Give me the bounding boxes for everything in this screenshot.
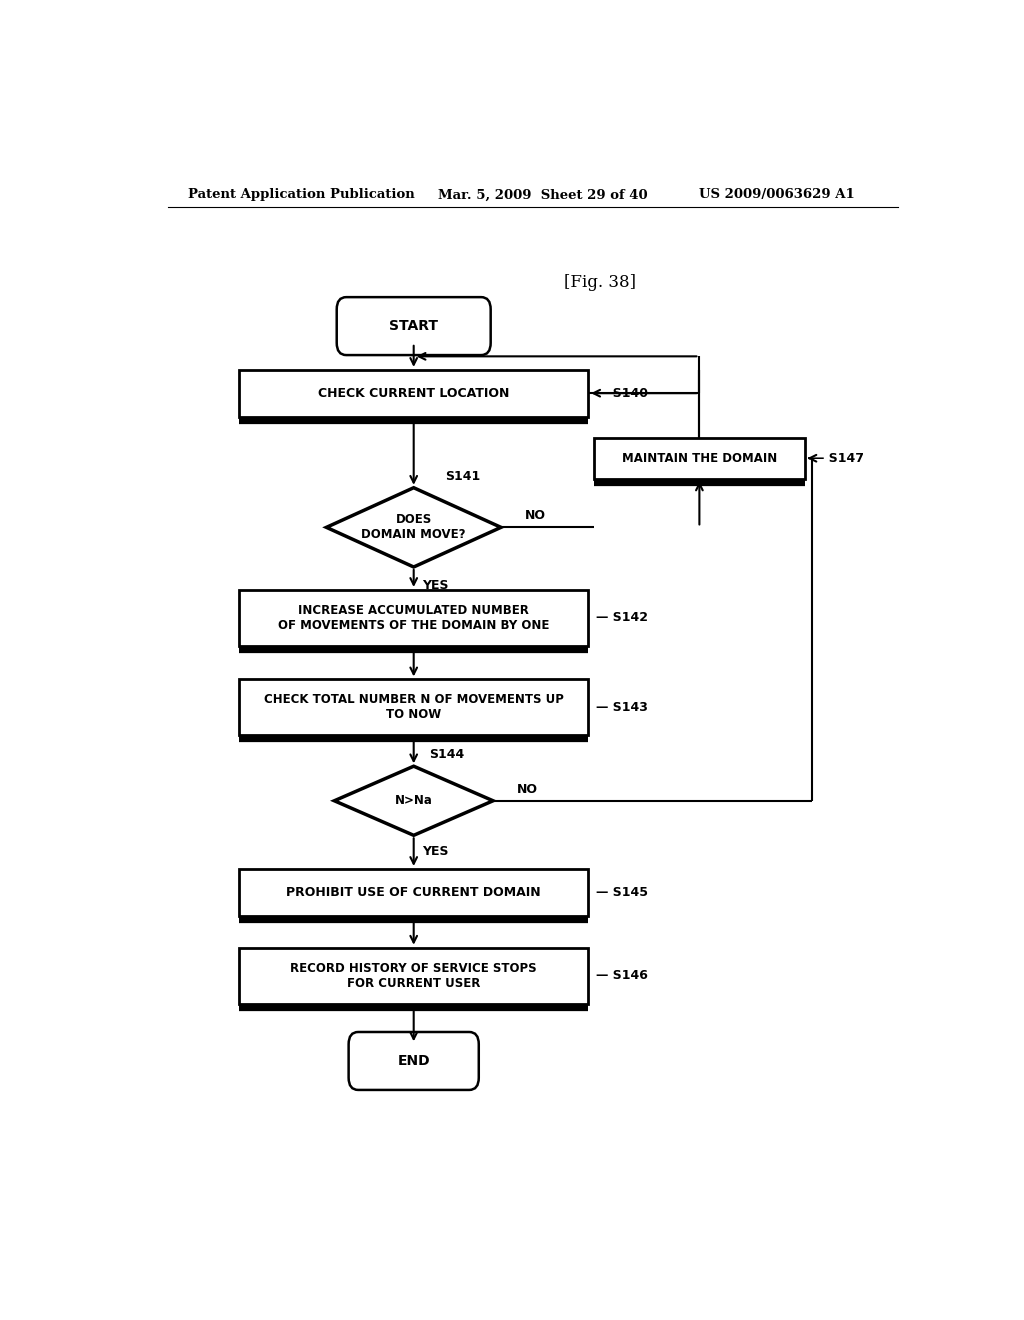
Text: INCREASE ACCUMULATED NUMBER
OF MOVEMENTS OF THE DOMAIN BY ONE: INCREASE ACCUMULATED NUMBER OF MOVEMENTS… — [278, 603, 550, 632]
FancyBboxPatch shape — [239, 590, 588, 645]
Text: N>Na: N>Na — [395, 795, 432, 808]
Text: CHECK CURRENT LOCATION: CHECK CURRENT LOCATION — [318, 387, 509, 400]
Text: END: END — [397, 1053, 430, 1068]
Text: YES: YES — [422, 579, 449, 593]
Text: — S147: — S147 — [812, 451, 864, 465]
Text: US 2009/0063629 A1: US 2009/0063629 A1 — [699, 189, 855, 202]
Text: NO: NO — [517, 783, 538, 796]
Text: MAINTAIN THE DOMAIN: MAINTAIN THE DOMAIN — [622, 451, 777, 465]
Text: S141: S141 — [445, 470, 480, 483]
FancyBboxPatch shape — [239, 680, 588, 735]
Text: — S142: — S142 — [596, 611, 648, 624]
Text: DOES
DOMAIN MOVE?: DOES DOMAIN MOVE? — [361, 513, 466, 541]
FancyBboxPatch shape — [348, 1032, 479, 1090]
Text: YES: YES — [422, 846, 449, 858]
Text: [Fig. 38]: [Fig. 38] — [564, 275, 636, 290]
Text: Mar. 5, 2009  Sheet 29 of 40: Mar. 5, 2009 Sheet 29 of 40 — [437, 189, 647, 202]
FancyBboxPatch shape — [239, 370, 588, 417]
FancyBboxPatch shape — [337, 297, 490, 355]
Text: S144: S144 — [430, 748, 465, 762]
Text: PROHIBIT USE OF CURRENT DOMAIN: PROHIBIT USE OF CURRENT DOMAIN — [287, 886, 541, 899]
Text: START: START — [389, 319, 438, 333]
Text: — S140: — S140 — [596, 387, 648, 400]
Text: Patent Application Publication: Patent Application Publication — [187, 189, 415, 202]
Text: — S146: — S146 — [596, 969, 648, 982]
Text: — S145: — S145 — [596, 886, 648, 899]
FancyBboxPatch shape — [239, 948, 588, 1003]
Polygon shape — [334, 766, 494, 836]
FancyBboxPatch shape — [239, 869, 588, 916]
Text: NO: NO — [524, 510, 546, 523]
Text: CHECK TOTAL NUMBER N OF MOVEMENTS UP
TO NOW: CHECK TOTAL NUMBER N OF MOVEMENTS UP TO … — [264, 693, 563, 721]
Polygon shape — [327, 487, 501, 568]
Text: — S143: — S143 — [596, 701, 648, 714]
Text: RECORD HISTORY OF SERVICE STOPS
FOR CURRENT USER: RECORD HISTORY OF SERVICE STOPS FOR CURR… — [291, 961, 537, 990]
FancyBboxPatch shape — [594, 438, 805, 479]
